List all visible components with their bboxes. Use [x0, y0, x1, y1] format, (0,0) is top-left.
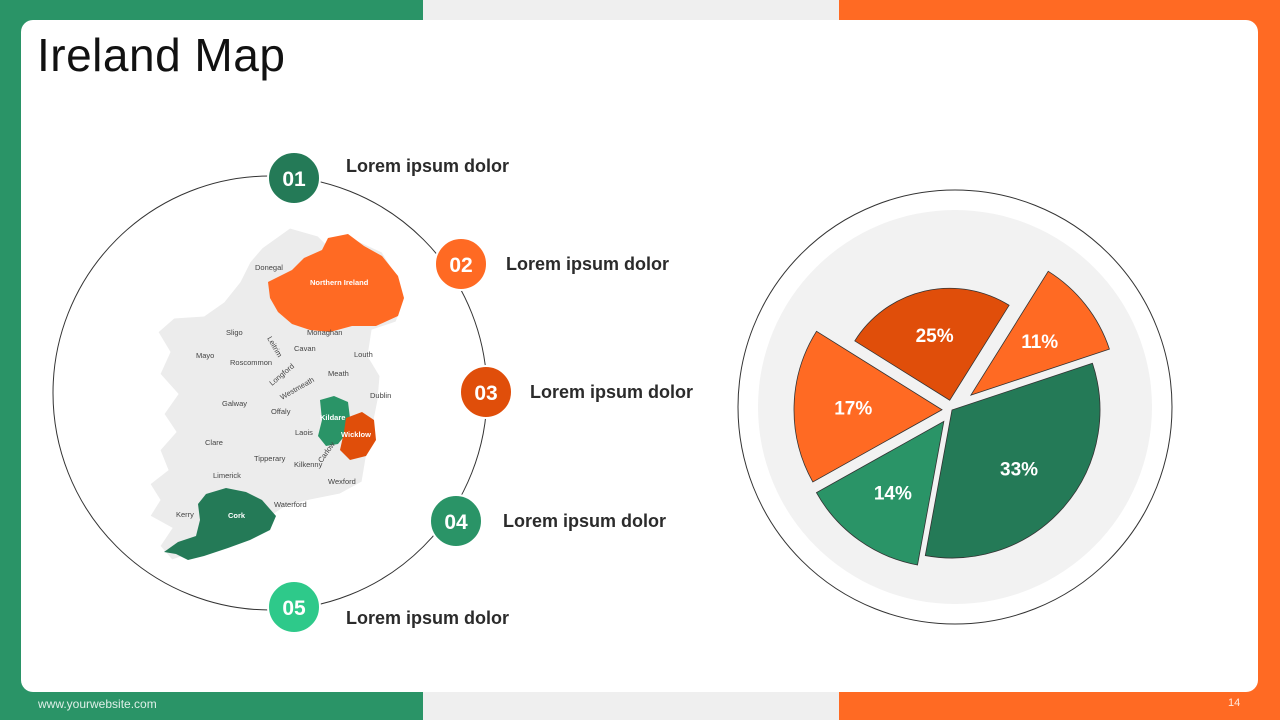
- county-label: Kerry: [176, 510, 194, 519]
- step-marker-01: 01: [267, 151, 321, 205]
- region-label-cork: Cork: [228, 511, 246, 520]
- step-marker-04: 04: [429, 494, 483, 548]
- county-label: Clare: [205, 438, 223, 447]
- region-label-northern-ireland: Northern Ireland: [310, 278, 369, 287]
- county-label: Monaghan: [307, 328, 342, 337]
- county-label: Wexford: [328, 477, 356, 486]
- pie-slice-label: 33%: [1000, 459, 1038, 480]
- step-marker-05: 05: [267, 580, 321, 634]
- pie-slice: [854, 287, 1010, 401]
- county-label: Roscommon: [230, 358, 272, 367]
- county-label: Donegal: [255, 263, 283, 272]
- step-marker-02: 02: [434, 237, 488, 291]
- pie-slice: [969, 270, 1110, 396]
- step-label-01: Lorem ipsum dolor: [346, 156, 510, 176]
- step-number: 02: [449, 254, 472, 277]
- county-label: Kilkenny: [294, 460, 323, 469]
- county-label: Limerick: [213, 471, 241, 480]
- county-label: Louth: [354, 350, 373, 359]
- county-label: Meath: [328, 369, 349, 378]
- pie-slice: [924, 362, 1101, 559]
- region-label-wicklow: Wicklow: [341, 430, 371, 439]
- step-label-05: Lorem ipsum dolor: [346, 608, 510, 628]
- step-number: 05: [282, 597, 306, 620]
- pie-chart: 25% 11% 33% 14% 17%: [793, 270, 1110, 566]
- county-label: Galway: [222, 399, 247, 408]
- northern-ireland-region: [268, 234, 404, 332]
- county-label: Laois: [295, 428, 313, 437]
- cork-region: [164, 488, 276, 560]
- page-number: 14: [1228, 697, 1241, 709]
- pie-slice-label: 14%: [874, 484, 912, 505]
- county-label: Cavan: [294, 344, 316, 353]
- footer-website: www.yourwebsite.com: [38, 697, 157, 711]
- wicklow-region: [340, 412, 376, 460]
- step-label-02: Lorem ipsum dolor: [506, 254, 670, 274]
- step-label-03: Lorem ipsum dolor: [530, 382, 694, 402]
- step-label-04: Lorem ipsum dolor: [503, 511, 667, 531]
- county-label: Waterford: [274, 500, 307, 509]
- step-number: 03: [474, 382, 497, 405]
- pie-slice: [793, 330, 943, 483]
- region-label-kildare: Kildare: [320, 413, 345, 422]
- county-label: Sligo: [226, 328, 243, 337]
- kildare-region: [318, 396, 350, 446]
- pie-slice: [815, 420, 945, 566]
- step-number: 04: [444, 511, 468, 534]
- step-number: 01: [282, 168, 306, 191]
- county-label: Dublin: [370, 391, 391, 400]
- pie-slice-label: 11%: [1021, 332, 1058, 353]
- pie-slice-label: 17%: [834, 399, 872, 420]
- county-label: Tipperary: [254, 454, 286, 463]
- step-marker-03: 03: [459, 365, 513, 419]
- county-label: Offaly: [271, 407, 291, 416]
- county-label: Mayo: [196, 351, 214, 360]
- pie-slice-label: 25%: [916, 326, 954, 347]
- page-title: Ireland Map: [37, 29, 286, 81]
